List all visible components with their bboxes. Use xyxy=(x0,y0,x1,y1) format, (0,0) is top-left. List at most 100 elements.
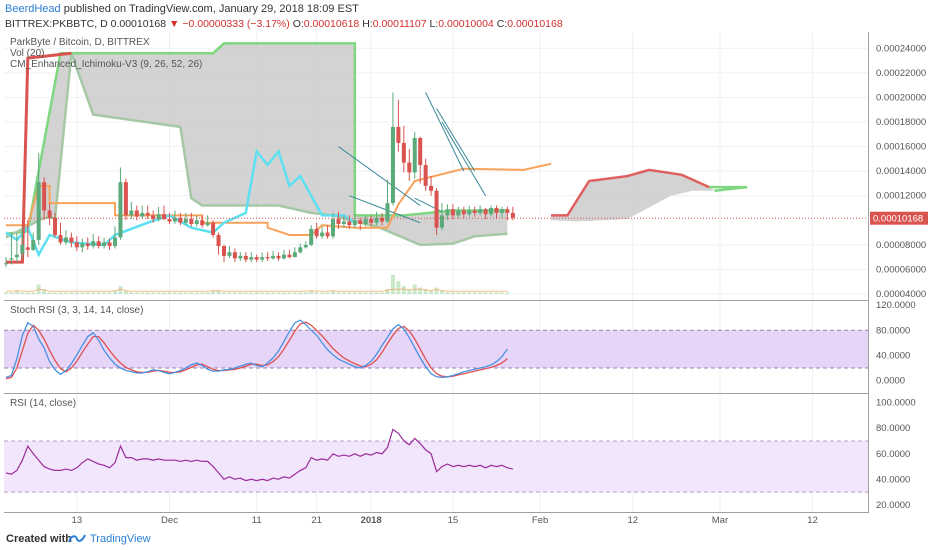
candle-body xyxy=(445,209,450,216)
volume-bar xyxy=(69,292,74,294)
rsi-tick-label: 100.0000 xyxy=(876,398,916,409)
price-pane[interactable]: 0.00024000 0.00022000 0.00020000 0.00018000… xyxy=(4,37,928,300)
candle-body xyxy=(489,208,494,215)
low-label: L: xyxy=(429,18,439,30)
volume-bar xyxy=(407,289,412,294)
ichimoku-future-span-a xyxy=(551,168,710,217)
candle-body xyxy=(189,219,194,224)
volume-bar xyxy=(222,292,226,294)
candle-body xyxy=(363,219,368,224)
rsi-tick-label: 20.0000 xyxy=(876,500,910,511)
volume-bar xyxy=(467,292,472,294)
candle-body xyxy=(156,214,161,220)
candle-body xyxy=(80,243,85,248)
candle-body xyxy=(331,219,335,237)
tradingview-brand[interactable]: TradingView xyxy=(90,533,151,545)
candle-body xyxy=(102,242,107,247)
volume-bar xyxy=(249,292,254,294)
volume-indicator-label: Vol (20) xyxy=(10,48,44,59)
candle-body xyxy=(14,254,19,258)
candle-body xyxy=(423,165,428,186)
down-arrow-icon: ▼ xyxy=(169,18,180,30)
candle-body xyxy=(123,182,128,216)
candle-body xyxy=(200,220,205,226)
author-link[interactable]: BeerdHead xyxy=(5,3,61,15)
tradingview-logo-icon xyxy=(68,534,86,543)
last-price: 0.00010168 xyxy=(110,18,167,30)
candle-body xyxy=(118,182,123,238)
price-tick-label: 0.00018000 xyxy=(876,117,926,128)
open-label: O: xyxy=(292,18,304,30)
chart-canvas[interactable]: 0.00024000 0.00022000 0.00020000 0.00018000… xyxy=(0,32,932,528)
price-tick-label: 0.00016000 xyxy=(876,142,926,153)
symbol-label: BITTREX:PKBBTC, D xyxy=(5,18,108,30)
volume-bar xyxy=(401,286,406,294)
candle-body xyxy=(113,237,117,247)
volume-bar xyxy=(167,292,172,294)
candle-body xyxy=(341,221,346,224)
candle-body xyxy=(243,255,248,260)
candle-body xyxy=(194,220,199,224)
candle-body xyxy=(396,126,401,143)
close-label: C: xyxy=(496,18,508,30)
candle-body xyxy=(412,137,417,173)
high-label: H: xyxy=(362,18,373,30)
candle-body xyxy=(320,232,325,237)
price-tick-label: 0.00012000 xyxy=(876,191,926,202)
volume-bar xyxy=(183,292,188,294)
price-tick-label: 0.00006000 xyxy=(876,264,926,275)
volume-bar xyxy=(85,292,90,294)
candle-body xyxy=(461,210,466,215)
volume-bar xyxy=(14,290,19,294)
current-price-tag: 0.00010168 xyxy=(870,211,928,225)
candle-body xyxy=(58,235,63,243)
rsi-tick-label: 40.0000 xyxy=(876,474,910,485)
volume-bar xyxy=(303,292,308,294)
stoch-rsi-pane[interactable]: 120.0000 80.0000 40.0000 0.0000 Stoch RSI (… xyxy=(4,300,916,387)
pane-divider xyxy=(4,393,869,394)
volume-bar xyxy=(287,292,292,294)
rsi-pane[interactable]: 100.0000 80.0000 60.0000 40.0000 20.0000 RSI… xyxy=(4,398,916,511)
volume-bar xyxy=(309,290,314,294)
volume-bar xyxy=(232,292,237,294)
candle-body xyxy=(20,244,25,254)
kijun-sen-line xyxy=(6,162,552,236)
price-axis-labels: 0.00024000 0.00022000 0.00020000 0.00018000… xyxy=(876,43,926,300)
volume-bar xyxy=(162,292,167,294)
candle-body xyxy=(347,221,352,226)
volume-bar xyxy=(352,292,357,294)
candle-body xyxy=(510,212,515,218)
candle-body xyxy=(303,244,308,248)
time-tick-label: Mar xyxy=(712,515,728,526)
candle-body xyxy=(9,258,14,260)
stoch-tick-label: 80.0000 xyxy=(876,325,910,336)
volume-bar xyxy=(140,292,145,294)
candle-body xyxy=(472,210,477,213)
volume-bar xyxy=(461,292,466,294)
volume-bar xyxy=(205,292,210,294)
candle-body xyxy=(53,217,58,236)
volume-bar xyxy=(429,290,434,294)
candle-body xyxy=(162,214,167,220)
time-tick-label: Feb xyxy=(532,515,548,526)
ichimoku-cloud xyxy=(6,43,508,245)
time-tick-label: 21 xyxy=(311,515,322,526)
time-axis-labels: 13 Dec 11 21 2018 15 Feb 12 Mar 12 xyxy=(72,515,818,526)
volume-bar xyxy=(385,289,390,294)
candle-body xyxy=(450,209,455,216)
volume-bar xyxy=(478,292,483,294)
time-tick-label: Dec xyxy=(161,515,178,526)
trend-line xyxy=(441,121,487,196)
candle-body xyxy=(249,257,254,260)
candle-body xyxy=(178,217,183,223)
trend-line xyxy=(436,108,476,172)
rsi-line xyxy=(5,428,514,482)
candle-body xyxy=(380,217,385,222)
volume-bar xyxy=(298,292,303,294)
candle-body xyxy=(96,241,101,247)
candle-body xyxy=(281,254,286,259)
volume-bar xyxy=(238,292,243,294)
volume-bar xyxy=(281,292,286,294)
price-tick-label: 0.00022000 xyxy=(876,68,926,79)
stoch-rsi-title: Stoch RSI (3, 3, 14, 14, close) xyxy=(10,305,143,316)
